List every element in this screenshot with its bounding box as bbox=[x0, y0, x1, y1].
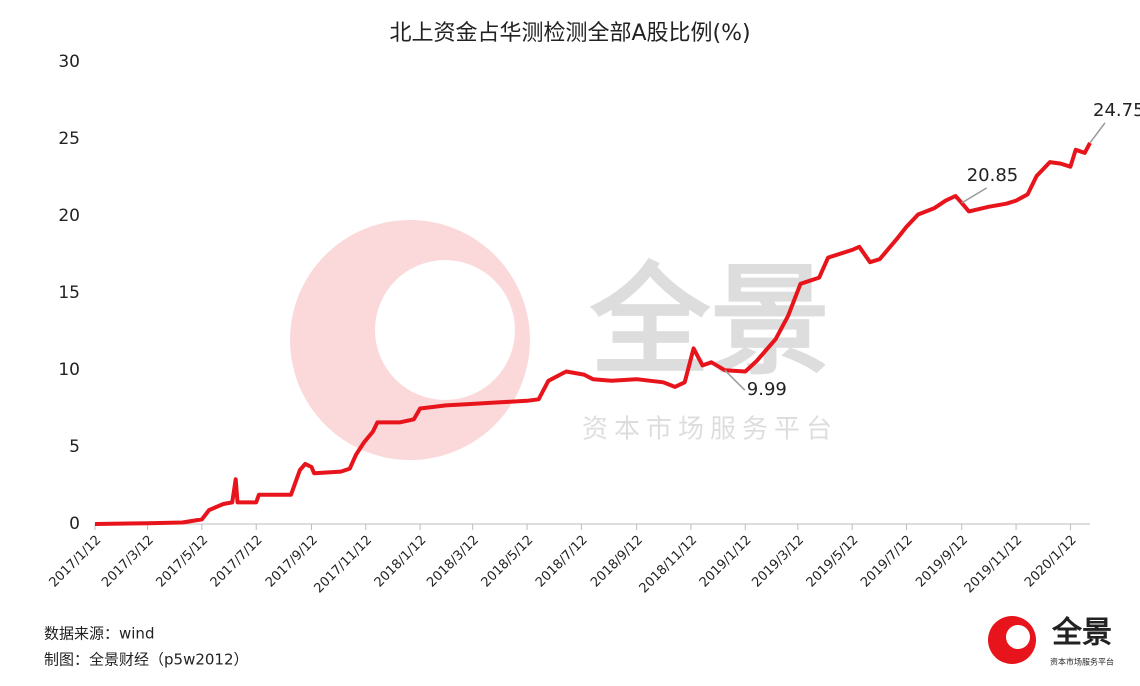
logo: 全景 资本市场服务平台 bbox=[988, 616, 1114, 667]
annotation-leader bbox=[1089, 122, 1106, 144]
x-tick-label: 2018/5/12 bbox=[479, 533, 537, 591]
watermark-swirl-hole bbox=[375, 260, 515, 400]
x-tick-label: 2018/3/12 bbox=[424, 533, 482, 591]
logo-name: 全景 bbox=[1051, 616, 1112, 651]
x-tick-label: 2017/11/12 bbox=[312, 533, 376, 597]
watermark-swirl bbox=[290, 220, 530, 460]
x-tick-label: 2018/11/12 bbox=[637, 533, 701, 597]
chart-title: 北上资金占华测检测全部A股比例(%) bbox=[389, 21, 750, 46]
x-tick-label: 2019/1/12 bbox=[697, 533, 755, 591]
x-tick-label: 2017/9/12 bbox=[263, 533, 321, 591]
x-tick-label: 2018/9/12 bbox=[588, 533, 646, 591]
annotation-label: 9.99 bbox=[747, 379, 787, 400]
logo-swirl-hole bbox=[1006, 625, 1030, 649]
annotation-label: 24.75 bbox=[1093, 100, 1140, 121]
x-tick-label: 2019/5/12 bbox=[804, 533, 862, 591]
x-tick-label: 2017/5/12 bbox=[153, 533, 211, 591]
watermark: 全景 资本市场服务平台 bbox=[290, 220, 838, 460]
x-tick-label: 2017/1/12 bbox=[47, 533, 105, 591]
x-tick-label: 2019/7/12 bbox=[858, 533, 916, 591]
y-tick-label: 10 bbox=[58, 360, 80, 380]
x-tick-label: 2019/3/12 bbox=[749, 533, 807, 591]
y-tick-label: 15 bbox=[58, 283, 80, 303]
watermark-tagline: 资本市场服务平台 bbox=[582, 415, 838, 445]
y-tick-label: 20 bbox=[58, 206, 80, 226]
x-tick-label: 2019/9/12 bbox=[913, 533, 971, 591]
x-tick-label: 2018/1/12 bbox=[372, 533, 430, 591]
logo-tagline: 资本市场服务平台 bbox=[1050, 657, 1114, 667]
x-tick-label: 2017/3/12 bbox=[99, 533, 157, 591]
y-tick-label: 30 bbox=[58, 52, 80, 72]
x-tick-label: 2018/7/12 bbox=[533, 533, 591, 591]
y-tick-label: 25 bbox=[58, 129, 80, 149]
x-tick-label: 2017/7/12 bbox=[208, 533, 266, 591]
y-tick-label: 0 bbox=[69, 514, 80, 534]
source: 数据来源：wind bbox=[44, 625, 154, 643]
annotation-leader bbox=[961, 187, 988, 204]
y-tick-label: 5 bbox=[69, 437, 80, 457]
x-tick-label: 2020/1/12 bbox=[1022, 533, 1080, 591]
line bbox=[94, 141, 1092, 526]
watermark-name: 全景 bbox=[589, 253, 830, 392]
credit: 制图：全景财经（p5w2012） bbox=[44, 651, 249, 669]
x-tick-label: 2019/11/12 bbox=[962, 533, 1026, 597]
annotation-label: 20.85 bbox=[967, 165, 1019, 186]
annotation-leader bbox=[724, 369, 746, 391]
